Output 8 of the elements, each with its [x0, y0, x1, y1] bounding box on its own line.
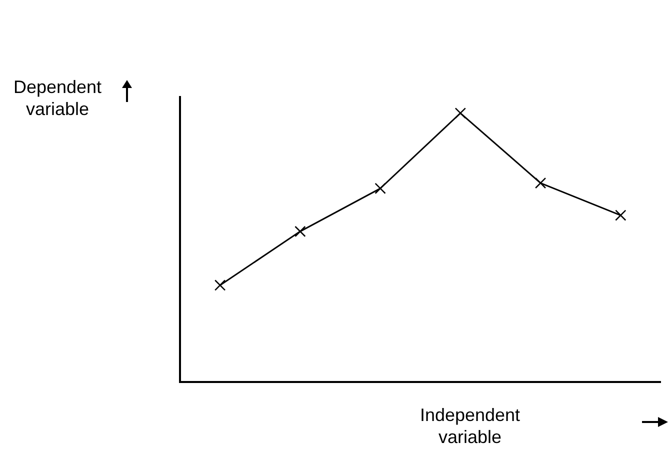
point: [374, 182, 386, 194]
point: [454, 108, 466, 119]
point: [534, 177, 546, 189]
x-axis-title: Independent variable: [418, 404, 522, 448]
point: [294, 226, 306, 238]
point: [214, 280, 226, 291]
point: [615, 210, 626, 221]
y-axis-title: Dependent variable: [12, 76, 103, 120]
